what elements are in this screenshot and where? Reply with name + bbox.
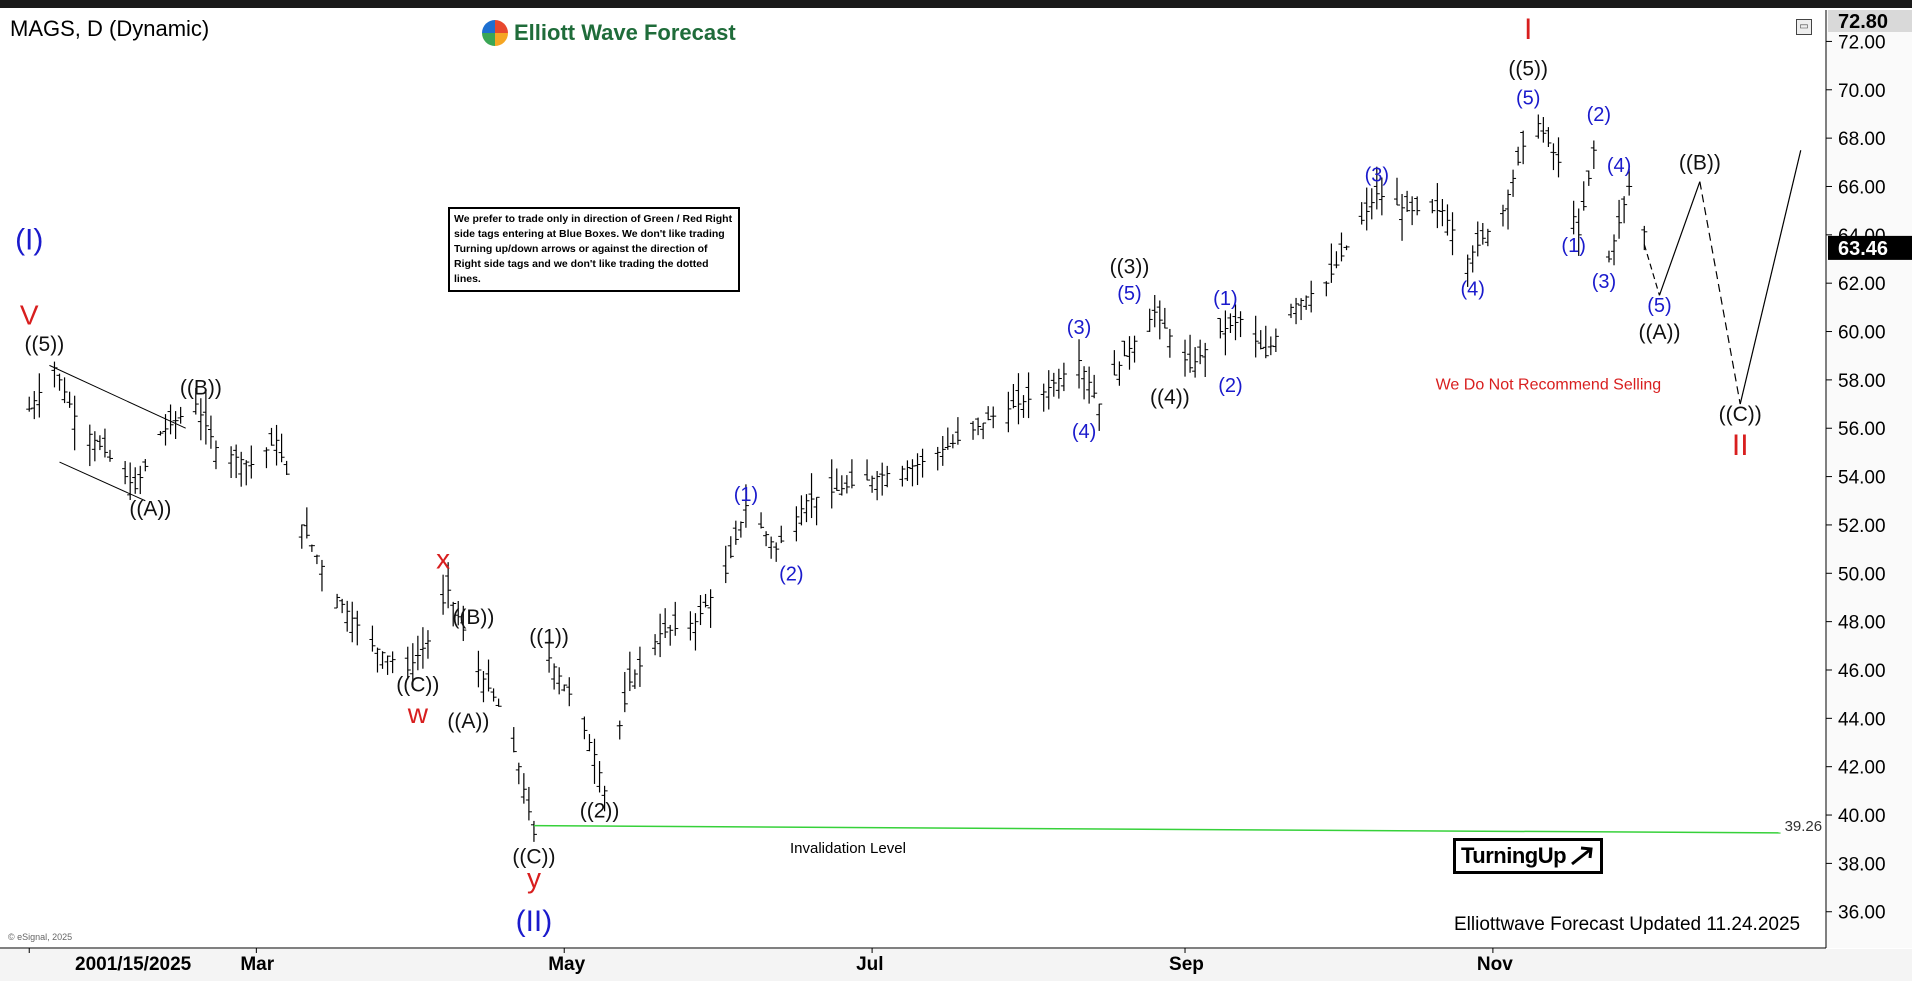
wave-label: ((A))	[129, 497, 171, 520]
wave-label: ((1))	[529, 625, 569, 648]
updated-stamp: Elliottwave Forecast Updated 11.24.2025	[1454, 914, 1801, 935]
y-tick-label: 46.00	[1838, 661, 1886, 682]
logo-icon	[482, 20, 508, 46]
channel-lower	[59, 461, 146, 502]
x-tick-label: Nov	[1477, 954, 1513, 975]
invalidation-value: 39.26	[1785, 818, 1823, 835]
wave-label: (4)	[1072, 421, 1096, 443]
wave-label: ((C))	[512, 845, 555, 868]
wave-label: (2)	[779, 564, 803, 586]
y-axis-band	[1827, 10, 1912, 948]
wave-labels: (I)V((5))((A))((B))x((B))((1))((C))w ((A)…	[15, 13, 1762, 938]
wave-label: ((B))	[1679, 152, 1721, 175]
x-tick-label: Jul	[856, 954, 883, 975]
top-bar	[0, 0, 1912, 8]
wave-label: I	[1524, 13, 1532, 46]
wave-label: ((A))	[447, 710, 489, 733]
axes: 36.00 38.00 40.00 42.00 44.00 46.00 48.00 50.00…	[0, 10, 1912, 981]
wave-label: ((C))	[396, 674, 439, 697]
wave-label: ((C))	[1719, 403, 1762, 426]
wave-label: (5)	[1516, 87, 1540, 109]
ohlc-bars	[26, 114, 1648, 842]
projection-d	[1739, 150, 1802, 405]
projection-c	[1699, 181, 1741, 405]
wave-label: ((B))	[452, 606, 494, 629]
projection-b	[1658, 181, 1701, 296]
y-tick-label: 58.00	[1838, 371, 1886, 392]
y-tick-label: 66.00	[1838, 177, 1886, 198]
top-price-label: 72.80	[1838, 11, 1888, 33]
wave-label: (4)	[1460, 278, 1484, 300]
esignal-credit: © eSignal, 2025	[8, 932, 73, 942]
wave-label: II	[1732, 429, 1749, 462]
trading-note: We prefer to trade only in direction of …	[448, 207, 740, 292]
wave-label: (1)	[1561, 235, 1585, 257]
y-tick-label: 70.00	[1838, 81, 1886, 102]
y-tick-label: 40.00	[1838, 806, 1886, 827]
y-tick-label: 68.00	[1838, 129, 1886, 150]
y-tick-label: 56.00	[1838, 419, 1886, 440]
wave-label: (3)	[1365, 165, 1389, 187]
wave-label: V	[20, 299, 39, 330]
restore-window-icon[interactable]: ▭	[1796, 19, 1812, 35]
x-tick-label: 2001/15/2025	[75, 954, 192, 975]
x-tick-label: Sep	[1169, 954, 1204, 975]
wave-label: (1)	[1213, 288, 1237, 310]
wave-label: (3)	[1067, 317, 1091, 339]
last-price-tag	[1828, 235, 1912, 260]
y-tick-label: 54.00	[1838, 468, 1886, 489]
y-tick-label: 38.00	[1838, 854, 1886, 875]
wave-label: ((3))	[1110, 256, 1150, 279]
x-tick-label: Mar	[240, 954, 274, 975]
wave-label: (5)	[1647, 295, 1671, 317]
wave-label: (5)	[1117, 283, 1141, 305]
y-tick-label: 50.00	[1838, 564, 1886, 585]
wave-label: ((B))	[180, 376, 222, 399]
wave-label: w	[407, 698, 429, 729]
y-tick-label: 44.00	[1838, 709, 1886, 730]
logo-text: Elliott Wave Forecast	[514, 20, 736, 45]
y-tick-label: 62.00	[1838, 274, 1886, 295]
wave-label: (3)	[1592, 271, 1616, 293]
x-axis-band	[0, 949, 1912, 981]
y-tick-label: 72.00	[1838, 32, 1886, 53]
wave-label: (II)	[516, 905, 553, 938]
wave-label: (2)	[1218, 375, 1242, 397]
channel-upper	[49, 364, 186, 429]
invalidation-text: Invalidation Level	[790, 840, 906, 857]
y-tick-label: 48.00	[1838, 613, 1886, 634]
y-tick-label: 52.00	[1838, 516, 1886, 537]
y-tick-label: 60.00	[1838, 323, 1886, 344]
y-tick-label: 36.00	[1838, 903, 1886, 924]
wave-label: We Do Not Recommend Selling	[1436, 377, 1662, 394]
wave-label: (I)	[15, 223, 43, 256]
wave-label: (2)	[1587, 104, 1611, 126]
symbol-title: MAGS, D (Dynamic)	[10, 16, 210, 41]
last-price-label: 63.46	[1838, 238, 1888, 260]
top-price-tag	[1828, 10, 1912, 32]
wave-label: ((4))	[1150, 386, 1190, 409]
wave-label: (1)	[734, 484, 758, 506]
wave-label: (4)	[1607, 155, 1631, 177]
wave-label: x	[436, 543, 450, 574]
wave-label: ((5))	[25, 333, 65, 356]
wave-label: y	[527, 863, 541, 894]
wave-label: ((A))	[1638, 321, 1680, 344]
wave-label: ((5))	[1508, 57, 1548, 80]
overlay-lines: 39.26 Invalidation Level	[49, 150, 1822, 857]
y-tick-label: 42.00	[1838, 758, 1886, 779]
arrow-up-right-icon	[1571, 846, 1593, 866]
invalidation-line	[533, 824, 1781, 834]
projection-a	[1643, 244, 1661, 296]
turning-up-label: TurningUp	[1460, 843, 1567, 868]
wave-label: ((2))	[580, 799, 620, 822]
brand-logo: Elliott Wave Forecast	[482, 20, 736, 46]
turning-up-badge: TurningUp	[1453, 838, 1603, 874]
x-tick-label: May	[548, 954, 585, 975]
